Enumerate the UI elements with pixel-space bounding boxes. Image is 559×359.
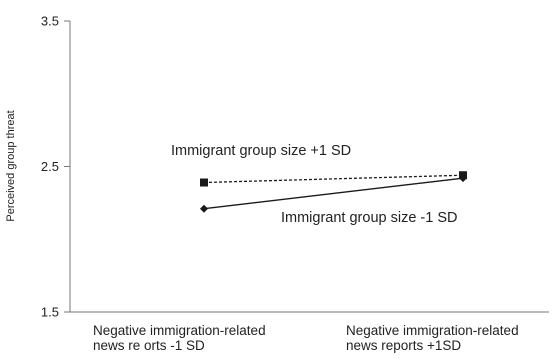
series-label-1: Immigrant group size +1 SD <box>171 143 351 159</box>
x-category-label: news re orts -1 SD <box>93 338 205 353</box>
diamond-marker <box>459 174 467 183</box>
x-category-label: news reports +1SD <box>346 338 461 353</box>
series-line-1 <box>203 174 464 184</box>
y-tick-label: 3.5 <box>41 14 59 29</box>
x-category-label: Negative immigration-related <box>346 323 519 338</box>
y-tick-label: 1.5 <box>41 305 59 320</box>
x-category-label: Negative immigration-related <box>93 323 266 338</box>
y-tick-label: 2.5 <box>41 159 59 174</box>
series-line-2 <box>203 177 464 210</box>
series-label-2: Immigrant group size -1 SD <box>281 210 457 226</box>
diamond-marker <box>200 204 208 213</box>
square-marker <box>200 178 208 187</box>
y-axis-title: Perceived group threat <box>5 110 17 221</box>
